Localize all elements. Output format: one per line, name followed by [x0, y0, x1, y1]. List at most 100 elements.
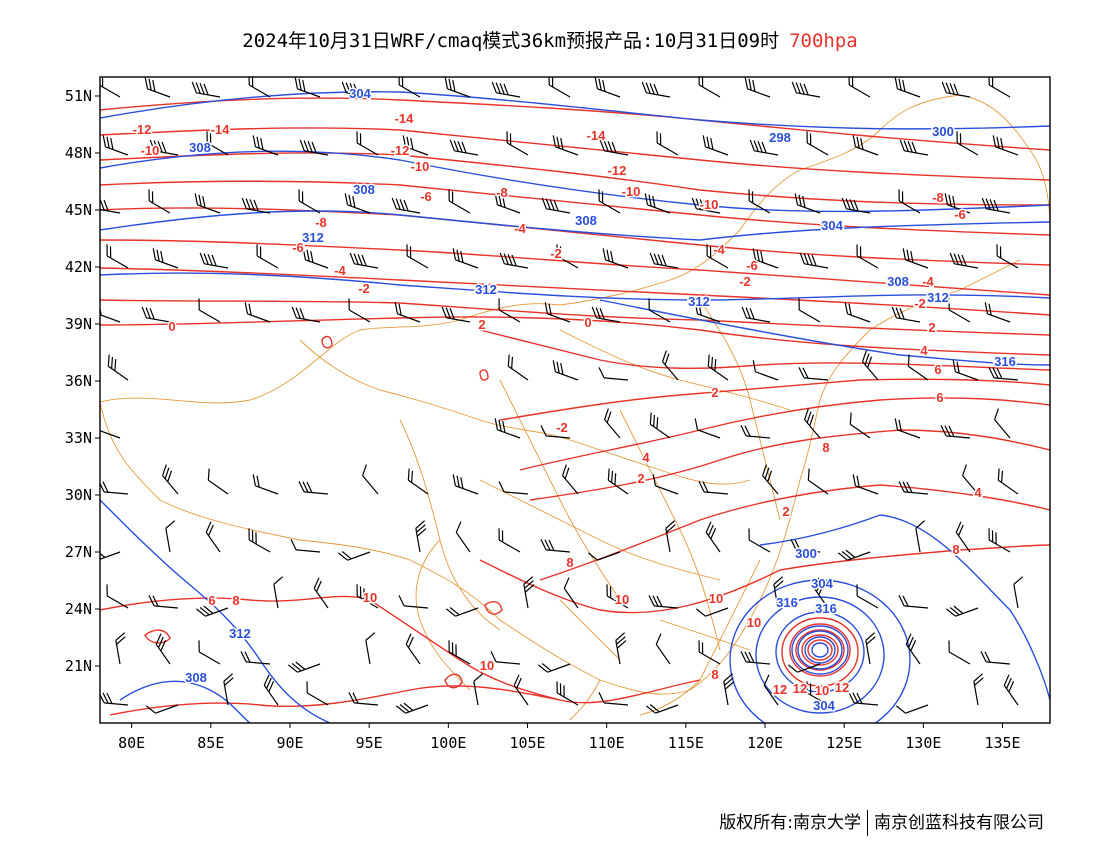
contour-labels: 304 298 300 308 308 308 304 312 312 312 308 312 316 3…	[131, 85, 1017, 715]
wind-barb	[956, 131, 979, 156]
height-contour-label: 312	[229, 626, 251, 641]
wind-barb	[256, 244, 279, 269]
wind-barb	[148, 595, 179, 609]
wind-barb	[598, 692, 629, 706]
wind-barb	[198, 298, 221, 323]
height-contour-label: 304	[813, 698, 835, 713]
wind-barb	[849, 412, 871, 439]
wind-barb	[523, 576, 535, 609]
height-contour-label: 308	[185, 670, 207, 685]
wind-barb	[752, 360, 779, 381]
wind-barb	[446, 607, 479, 617]
wind-barb	[752, 248, 779, 269]
x-tick-label: 125E	[826, 734, 862, 752]
wind-barb	[206, 131, 229, 156]
wind-barb	[848, 692, 879, 706]
wind-barb	[455, 521, 471, 553]
copyright-divider	[867, 810, 868, 836]
temperature-contour-label: -14	[395, 111, 415, 126]
wind-barb	[205, 521, 221, 553]
temperature-contour-label: -8	[496, 185, 508, 200]
wind-barb	[149, 139, 179, 156]
wind-barb	[544, 302, 571, 323]
wind-barb	[398, 595, 429, 609]
wind-barb	[144, 77, 171, 98]
wind-barb	[790, 539, 821, 553]
wind-barb	[748, 189, 771, 214]
temperature-contour-label: -14	[211, 122, 231, 137]
wind-barb	[252, 474, 279, 495]
wind-barb	[940, 425, 971, 439]
wind-barb	[598, 367, 629, 381]
wind-barb	[556, 681, 579, 706]
height-contour-label: 308	[353, 182, 375, 197]
x-tick-label: 135E	[984, 734, 1020, 752]
wind-barbs	[100, 77, 1024, 714]
wind-barb	[944, 193, 971, 214]
wind-barb	[962, 464, 979, 495]
temperature-contour-label: -4	[922, 274, 934, 289]
wind-barb	[698, 640, 721, 665]
height-contour-label: 312	[927, 290, 949, 305]
wind-barb	[988, 367, 1019, 381]
wind-barb	[915, 520, 926, 553]
map-title: 2024年10月31日WRF/cmaq模式36km预报产品:10月31日09时 7…	[0, 26, 1100, 53]
wind-barb	[162, 464, 179, 495]
temperature-contour-label: 4	[974, 485, 982, 500]
wind-barb	[649, 252, 679, 269]
wind-barb	[100, 549, 121, 561]
wind-barb	[396, 702, 429, 714]
wind-barb	[244, 302, 271, 323]
temperature-contour-label: -6	[292, 240, 304, 255]
wind-barb	[562, 464, 579, 495]
wind-barb	[641, 81, 671, 98]
wind-barb	[894, 418, 921, 439]
wind-barb	[141, 306, 171, 323]
wind-barb	[290, 539, 321, 553]
copyright-company: 南京创蓝科技有限公司	[874, 813, 1044, 833]
wind-barb	[941, 81, 971, 98]
temperature-contour-label: -8	[932, 190, 944, 205]
wind-barb	[604, 408, 621, 439]
wind-barb	[473, 673, 484, 706]
x-tick-label: 90E	[276, 734, 303, 752]
wind-barb	[348, 298, 371, 323]
wind-barb	[552, 360, 579, 381]
temperature-contour-label: 8	[232, 593, 239, 608]
x-tick-label: 95E	[356, 734, 383, 752]
wind-barb	[694, 418, 721, 439]
wind-barb	[694, 302, 721, 323]
height-contour-label: 300	[795, 546, 817, 561]
wind-barb	[102, 135, 129, 156]
wind-barb	[665, 520, 676, 553]
wind-barb	[444, 77, 471, 98]
copyright-owner: 版权所有:南京大学	[719, 813, 861, 833]
wind-barb	[344, 193, 371, 214]
wind-barb	[696, 607, 729, 617]
wind-barb	[540, 539, 571, 553]
temperature-contour-label: 2	[637, 471, 644, 486]
wind-barb	[563, 577, 579, 609]
y-tick-label: 39N	[65, 315, 92, 333]
wind-barb	[652, 474, 679, 495]
y-tick-label: 45N	[65, 201, 92, 219]
wind-barb	[199, 252, 229, 269]
wind-barb	[804, 408, 821, 439]
wind-barb	[763, 674, 779, 706]
y-tick-label: 33N	[65, 429, 92, 447]
wind-barb	[856, 244, 879, 269]
wind-barb	[644, 193, 671, 214]
temperature-contour-label: -2	[739, 274, 751, 289]
wind-barb	[538, 663, 571, 673]
temperature-contour-label: 2	[711, 385, 718, 400]
wind-barb	[838, 549, 871, 561]
wind-barb	[741, 306, 771, 323]
temperature-contours	[100, 97, 1050, 716]
wind-barb	[441, 306, 471, 323]
copyright-notice: 版权所有:南京大学 南京创蓝科技有限公司	[719, 808, 1044, 836]
wind-barb	[448, 640, 471, 665]
wind-barb	[348, 692, 379, 706]
wind-barb	[762, 464, 779, 495]
wind-barb	[806, 681, 829, 706]
y-tick-label: 51N	[65, 87, 92, 105]
